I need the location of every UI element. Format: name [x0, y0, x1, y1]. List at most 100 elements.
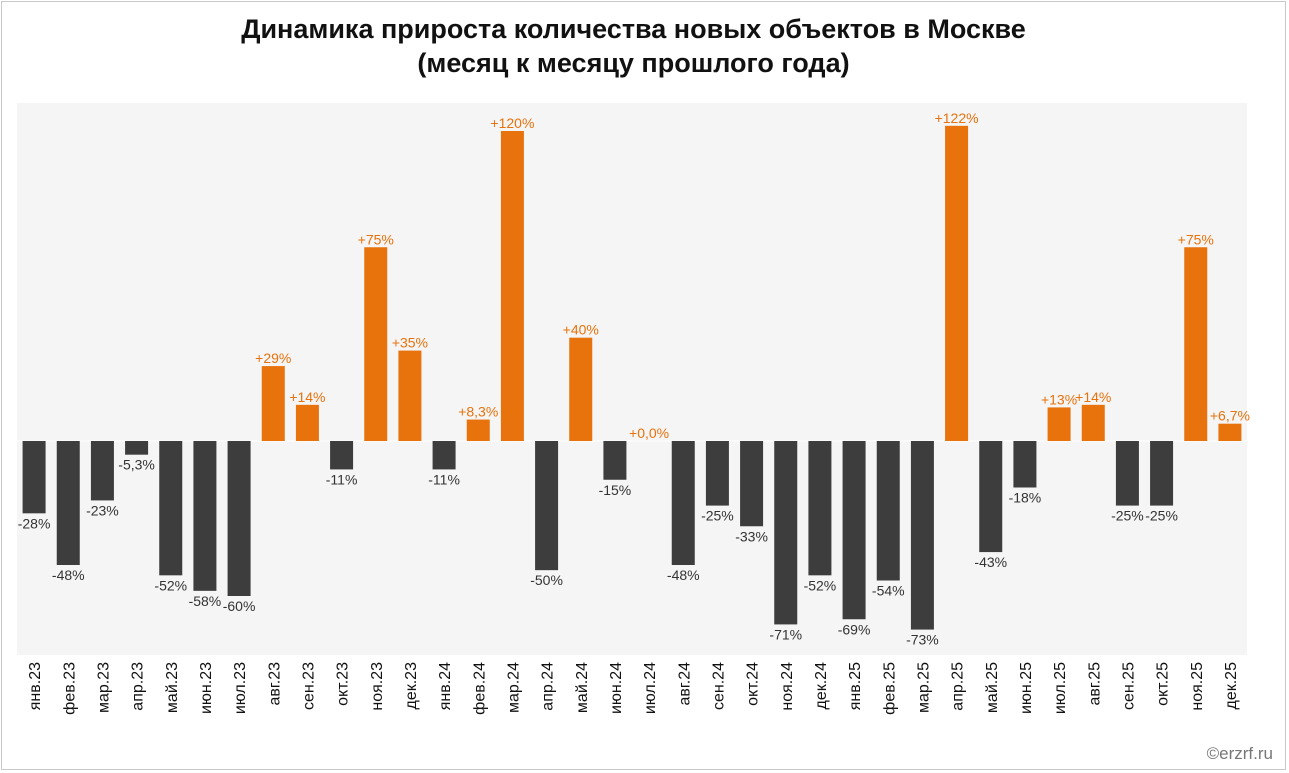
category-label-авг.23: авг.23	[266, 662, 283, 706]
bar-май.25	[979, 441, 1003, 553]
bar-май.24	[569, 337, 593, 441]
category-label-ноя.25: ноя.25	[1189, 662, 1206, 711]
category-label-ноя.23: ноя.23	[369, 662, 386, 711]
category-label-май.25: май.25	[984, 662, 1001, 713]
bar-label-апр.25: +122%	[935, 110, 979, 126]
bar-label-мар.25: -73%	[906, 632, 939, 648]
bar-label-июл.23: -60%	[223, 598, 256, 614]
bar-label-июн.24: -15%	[599, 482, 632, 498]
bar-мар.24	[500, 131, 524, 441]
bar-дек.23	[398, 350, 422, 441]
bar-label-сен.25: -25%	[1111, 508, 1144, 524]
bar-июн.24	[603, 441, 627, 480]
category-label-окт.25: окт.25	[1155, 662, 1172, 706]
bar-апр.24	[535, 441, 559, 571]
bar-дек.25	[1218, 423, 1242, 441]
bar-авг.24	[671, 441, 695, 565]
bar-label-май.23: -52%	[154, 577, 187, 593]
bar-label-янв.25: -69%	[838, 621, 871, 637]
bar-дек.24	[808, 441, 832, 576]
bar-label-авг.24: -48%	[667, 567, 700, 583]
bar-сен.25	[1115, 441, 1139, 506]
plot-area	[17, 103, 1247, 655]
bar-ноя.23	[364, 247, 388, 441]
bar-сен.24	[705, 441, 729, 506]
bars-group	[17, 125, 1247, 630]
category-label-авг.24: авг.24	[676, 662, 693, 706]
category-label-июн.23: июн.23	[198, 662, 215, 714]
bar-апр.25	[945, 125, 969, 441]
bar-label-июл.24: +0,0%	[629, 425, 669, 441]
category-label-дек.23: дек.23	[403, 662, 420, 710]
bar-июл.23	[227, 441, 251, 596]
chart-title-line2: (месяц к месяцу прошлого года)	[417, 48, 850, 78]
bar-label-янв.24: -11%	[428, 471, 460, 487]
bar-label-мар.23: -23%	[86, 502, 119, 518]
bar-янв.25	[842, 441, 866, 620]
bar-label-май.25: -43%	[974, 554, 1007, 570]
bar-label-май.24: +40%	[563, 322, 599, 338]
bar-label-мар.24: +120%	[490, 115, 534, 131]
category-label-июл.25: июл.25	[1052, 662, 1069, 714]
bar-label-янв.23: -28%	[18, 515, 51, 531]
category-label-май.23: май.23	[164, 662, 181, 713]
bar-окт.23	[330, 441, 354, 470]
bar-июл.25	[1047, 407, 1071, 441]
bar-label-дек.25: +6,7%	[1210, 408, 1250, 424]
bar-label-фев.23: -48%	[52, 567, 85, 583]
category-label-окт.23: окт.23	[335, 662, 352, 706]
category-label-сен.24: сен.24	[710, 662, 727, 710]
bar-label-ноя.24: -71%	[769, 626, 802, 642]
category-label-янв.23: янв.23	[27, 662, 44, 710]
category-label-ноя.24: ноя.24	[779, 662, 796, 711]
bar-мар.25	[910, 441, 934, 630]
category-label-фев.25: фев.25	[881, 662, 898, 715]
bar-авг.25	[1081, 404, 1105, 441]
category-label-апр.24: апр.24	[540, 662, 557, 711]
bar-июн.23	[193, 441, 217, 591]
category-label-май.24: май.24	[574, 662, 591, 713]
watermark: ©erzrf.ru	[1206, 744, 1273, 763]
category-label-дек.24: дек.24	[813, 662, 830, 710]
bar-label-июл.25: +13%	[1041, 391, 1077, 407]
bar-ноя.25	[1184, 247, 1208, 441]
bar-label-окт.24: -33%	[735, 528, 768, 544]
bar-фев.25	[876, 441, 900, 581]
category-label-апр.25: апр.25	[950, 662, 967, 711]
bar-label-авг.25: +14%	[1075, 389, 1111, 405]
category-label-окт.24: окт.24	[745, 662, 762, 706]
category-label-июл.24: июл.24	[642, 662, 659, 714]
bar-янв.23	[22, 441, 46, 514]
category-label-апр.23: апр.23	[130, 662, 147, 711]
bar-label-фев.24: +8,3%	[458, 404, 498, 420]
category-label-фев.24: фев.24	[471, 662, 488, 715]
category-label-янв.24: янв.24	[437, 662, 454, 710]
category-label-июн.24: июн.24	[608, 662, 625, 714]
bar-label-апр.24: -50%	[530, 572, 563, 588]
category-label-мар.23: мар.23	[95, 662, 112, 713]
bar-окт.24	[740, 441, 764, 527]
bar-label-дек.24: -52%	[804, 577, 837, 593]
bar-июн.25	[1013, 441, 1037, 488]
category-label-июл.23: июл.23	[232, 662, 249, 714]
bar-фев.24	[466, 419, 490, 441]
bar-label-июн.23: -58%	[189, 593, 222, 609]
category-label-фев.23: фев.23	[61, 662, 78, 715]
bar-label-дек.23: +35%	[392, 335, 428, 351]
bar-labels-group: -28%-48%-23%-5,3%-52%-58% -60%+29%+14%-11…	[18, 110, 1250, 648]
category-label-сен.25: сен.25	[1120, 662, 1137, 710]
bar-мар.23	[90, 441, 114, 501]
category-label-дек.25: дек.25	[1223, 662, 1240, 710]
bar-label-ноя.25: +75%	[1178, 231, 1214, 247]
category-label-сен.23: сен.23	[300, 662, 317, 710]
bar-авг.23	[261, 366, 285, 441]
category-label-мар.25: мар.25	[915, 662, 932, 713]
bar-label-окт.25: -25%	[1145, 508, 1178, 524]
category-label-авг.25: авг.25	[1086, 662, 1103, 706]
bar-label-ноя.23: +75%	[358, 231, 394, 247]
bar-май.23	[159, 441, 183, 576]
bar-label-сен.23: +14%	[289, 389, 325, 405]
bar-апр.23	[125, 441, 149, 455]
